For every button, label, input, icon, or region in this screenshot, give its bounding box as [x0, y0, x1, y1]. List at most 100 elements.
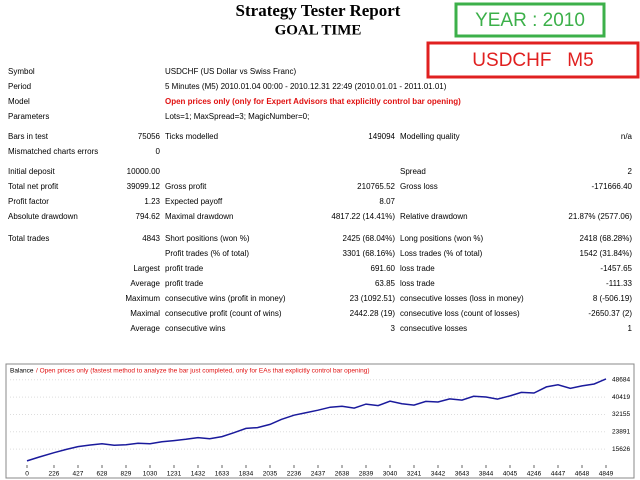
year-badge: YEAR : 2010 [475, 10, 585, 31]
y-tick-label: 32155 [612, 411, 630, 418]
stat-label: consecutive losses (loss in money) [400, 294, 524, 303]
stat-value: 10000.00 [127, 167, 161, 176]
stat-label: consecutive losses [400, 324, 467, 333]
chart-frame [5, 363, 635, 479]
stat-label: Maximum [125, 294, 160, 303]
stat-value: 2418 (68.28%) [580, 234, 633, 243]
stat-label: Maximal [130, 309, 160, 318]
x-tick-label: 0 [25, 471, 29, 478]
info-value: 5 Minutes (M5) 2010.01.04 00:00 - 2010.1… [165, 82, 447, 91]
stat-label: consecutive wins (profit in money) [165, 294, 286, 303]
stat-label: Mismatched charts errors [8, 147, 98, 156]
stat-label: Ticks modelled [165, 132, 218, 141]
chart-subtitle: / Open prices only (fastest method to an… [36, 368, 369, 375]
pair-badge: USDCHF M5 [472, 50, 593, 71]
x-tick-label: 4648 [575, 471, 590, 478]
stat-value: 2425 (68.04%) [343, 234, 396, 243]
x-tick-label: 2035 [263, 471, 278, 478]
stat-label: Modelling quality [400, 132, 460, 141]
x-tick-label: 1231 [167, 471, 182, 478]
stat-value: 8 (-506.19) [593, 294, 632, 303]
stat-label: Initial deposit [8, 167, 55, 176]
x-tick-label: 3643 [455, 471, 470, 478]
stat-label: Total trades [8, 234, 49, 243]
x-tick-label: 3241 [407, 471, 422, 478]
stat-value: 75056 [138, 132, 161, 141]
stat-label: Largest [133, 264, 160, 273]
x-tick-label: 1633 [215, 471, 230, 478]
stat-label: Bars in test [8, 132, 49, 141]
stat-label: Average [130, 324, 160, 333]
stat-value: n/a [621, 132, 633, 141]
stat-label: Gross profit [165, 182, 207, 191]
stat-label: consecutive profit (count of wins) [165, 309, 282, 318]
stat-value: 1542 (31.84%) [580, 249, 633, 258]
info-label: Parameters [8, 112, 49, 121]
x-tick-label: 829 [121, 471, 132, 478]
x-tick-label: 3040 [383, 471, 398, 478]
x-tick-label: 4849 [599, 471, 614, 478]
stat-value: 3301 (68.16%) [343, 249, 396, 258]
pair-box [426, 41, 640, 79]
stat-label: profit trade [165, 264, 204, 273]
stat-value: 149094 [368, 132, 395, 141]
stat-value: 8.07 [379, 197, 395, 206]
year-box [454, 2, 606, 38]
x-tick-label: 2638 [335, 471, 350, 478]
info-value: Open prices only (only for Expert Adviso… [165, 97, 461, 106]
stat-label: Short positions (won %) [165, 234, 250, 243]
stat-label: Total net profit [8, 182, 59, 191]
stat-label: loss trade [400, 279, 435, 288]
stat-label: Gross loss [400, 182, 438, 191]
x-tick-label: 1834 [239, 471, 254, 478]
x-tick-label: 628 [97, 471, 108, 478]
stat-label: Loss trades (% of total) [400, 249, 483, 258]
stat-label: Expected payoff [165, 197, 223, 206]
stat-label: loss trade [400, 264, 435, 273]
stat-value: 21.87% (2577.06) [568, 212, 632, 221]
stat-value: -111.33 [606, 279, 632, 288]
x-tick-label: 2236 [287, 471, 302, 478]
info-value: Lots=1; MaxSpread=3; MagicNumber=0; [165, 112, 309, 121]
report-title: Strategy Tester Report [236, 1, 401, 20]
y-tick-label: 40419 [612, 394, 630, 401]
stat-value: 691.60 [371, 264, 396, 273]
info-value: USDCHF (US Dollar vs Swiss Franc) [165, 67, 296, 76]
info-label: Model [8, 97, 30, 106]
x-tick-label: 3844 [479, 471, 494, 478]
stat-value: 794.62 [136, 212, 161, 221]
stat-value: 4817.22 (14.41%) [331, 212, 395, 221]
x-tick-label: 4447 [551, 471, 566, 478]
stat-value: 210765.52 [357, 182, 395, 191]
info-label: Period [8, 82, 31, 91]
stat-value: 39099.12 [127, 182, 161, 191]
x-tick-label: 4045 [503, 471, 518, 478]
x-tick-label: 226 [49, 471, 60, 478]
stat-label: Average [130, 279, 160, 288]
stat-label: consecutive wins [165, 324, 225, 333]
stat-label: Long positions (won %) [400, 234, 483, 243]
stat-label: Profit trades (% of total) [165, 249, 249, 258]
stat-label: Maximal drawdown [165, 212, 233, 221]
stat-label: profit trade [165, 279, 204, 288]
x-tick-label: 2839 [359, 471, 374, 478]
stat-value: -171666.40 [592, 182, 633, 191]
balance-line [26, 378, 607, 462]
stat-value: 1.23 [144, 197, 160, 206]
y-tick-label: 48684 [612, 377, 630, 384]
stat-label: Spread [400, 167, 426, 176]
report-subtitle: GOAL TIME [275, 22, 362, 38]
stat-value: 63.85 [375, 279, 396, 288]
y-tick-label: 15626 [612, 446, 630, 453]
stat-label: Profit factor [8, 197, 49, 206]
stat-value: 4843 [142, 234, 160, 243]
x-tick-label: 2437 [311, 471, 326, 478]
stat-value: 1 [628, 324, 633, 333]
x-tick-label: 427 [73, 471, 84, 478]
stat-label: Absolute drawdown [8, 212, 78, 221]
stat-value: 2 [628, 167, 633, 176]
stat-value: -2650.37 (2) [588, 309, 632, 318]
x-tick-label: 3442 [431, 471, 446, 478]
stat-value: 23 (1092.51) [350, 294, 396, 303]
info-label: Symbol [8, 67, 35, 76]
